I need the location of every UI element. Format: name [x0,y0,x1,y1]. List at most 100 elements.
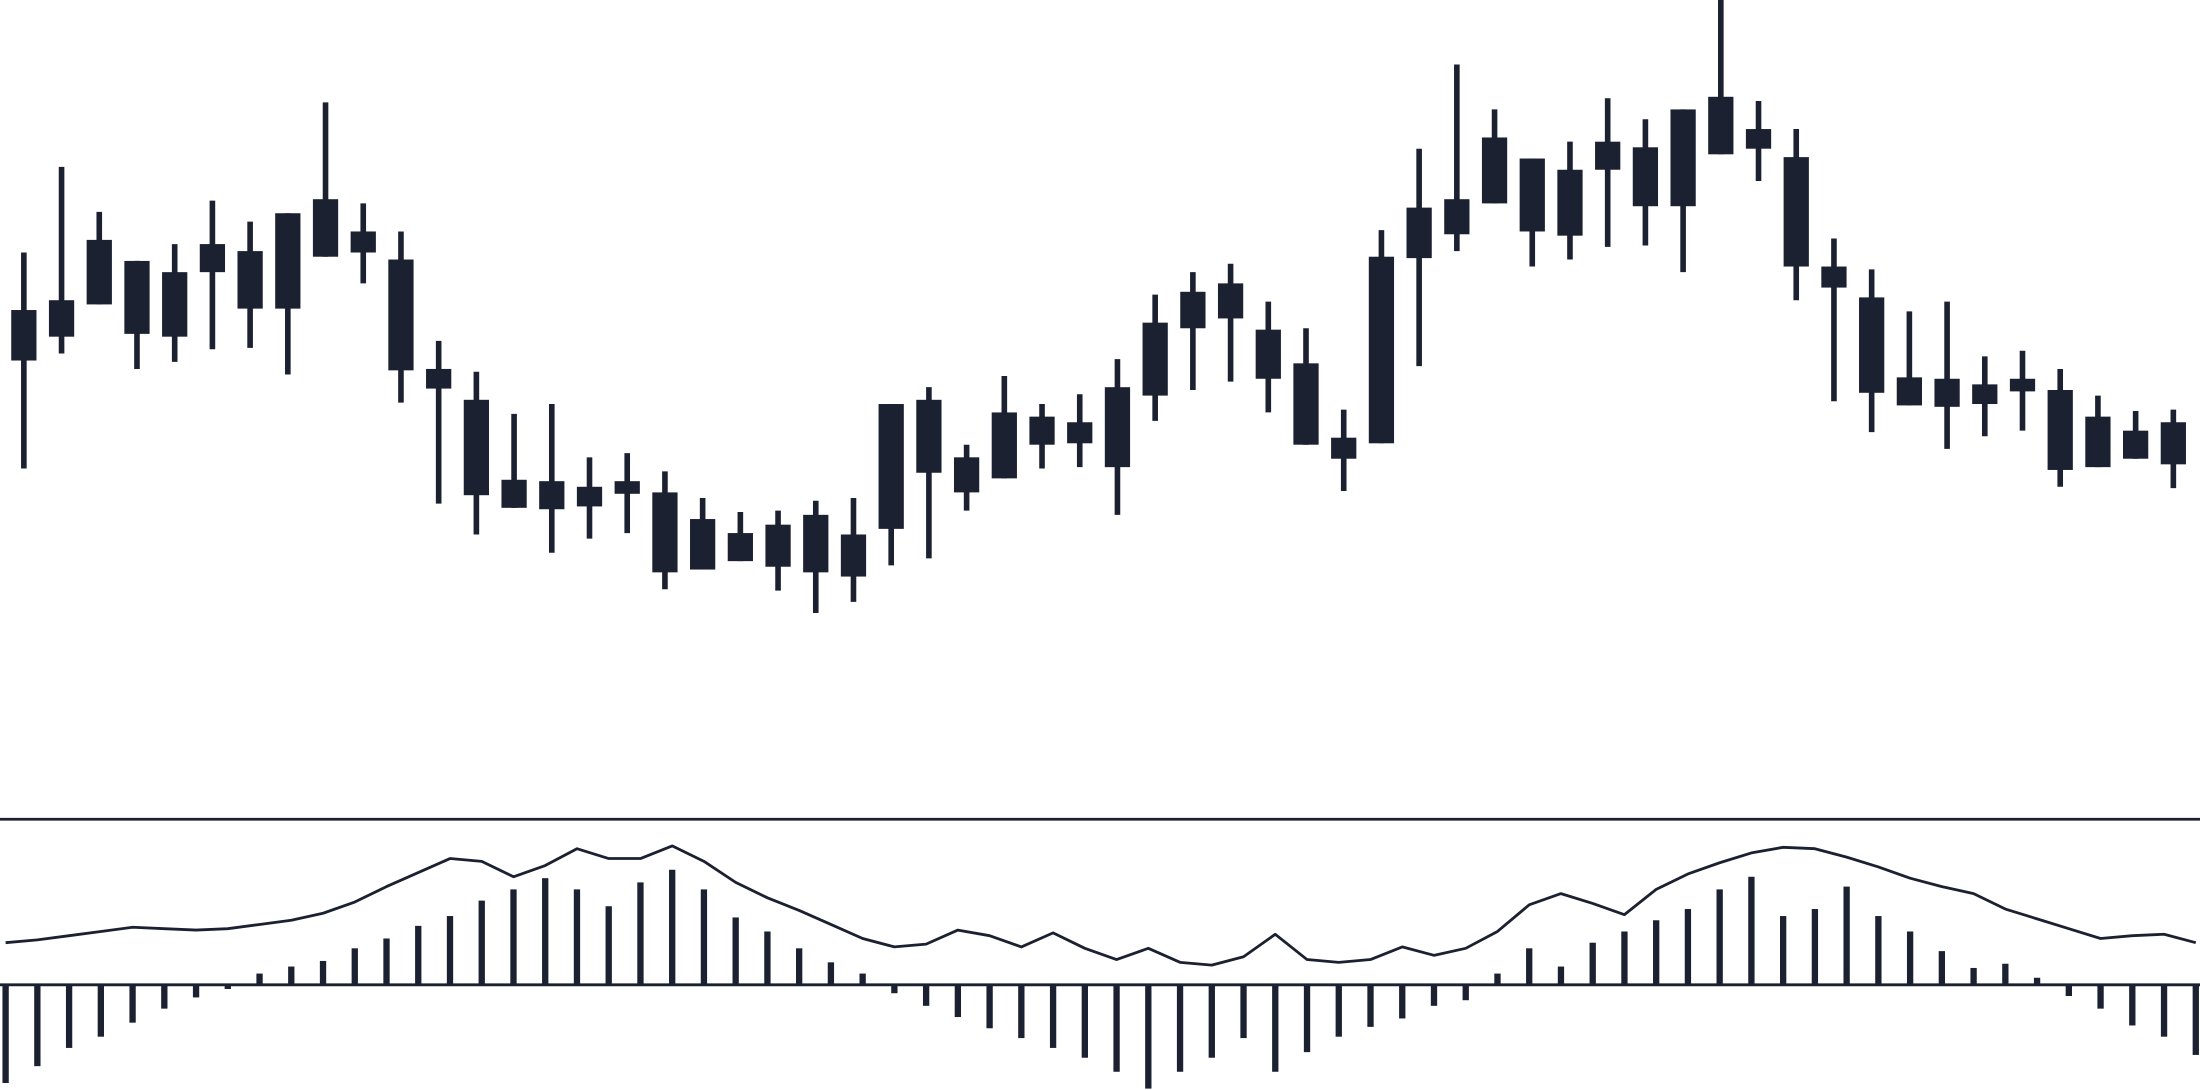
candle-body [1331,437,1357,459]
candle-body [1180,291,1206,329]
histogram-bar [415,925,422,985]
candle-body [1708,96,1734,155]
histogram-bar [34,984,41,1067]
candle-body [501,479,527,508]
histogram-bar [1684,909,1692,985]
candle-body [2123,430,2149,459]
candle-body [2047,389,2073,470]
histogram-bar [1145,984,1152,1089]
candle-body [614,481,640,494]
candle-body [463,399,490,496]
histogram-bar [1589,942,1596,985]
histogram-bar [256,973,263,985]
histogram-bar [1049,984,1057,1048]
candle-body [1481,137,1508,204]
candle-body [48,300,75,337]
histogram-bar [764,931,771,985]
candle-body [539,481,565,510]
histogram-bar [2160,984,2168,1037]
histogram-bar [1716,889,1723,985]
histogram-bar [383,938,390,985]
candle-body [2160,422,2186,465]
candle-body [1519,158,1545,232]
histogram-bar [1843,886,1850,985]
histogram-bar [795,948,803,985]
candle-body [840,534,867,577]
histogram-bar [192,984,200,998]
candle-body [916,399,942,473]
candle-body [1595,141,1621,170]
candle-body [953,457,980,493]
histogram-bar [1494,973,1501,985]
candle-body [86,239,112,305]
histogram-bar [605,906,612,985]
candle-body [162,272,188,337]
histogram-bar [161,984,168,1009]
candle-body [1934,378,1960,407]
histogram-bar [1176,984,1184,1072]
candle-body [350,231,376,253]
histogram-bar [65,984,73,1048]
histogram-bar [1875,916,1882,985]
histogram-bar [1748,876,1755,985]
histogram-bar [1018,984,1025,1039]
histogram-bar [1240,984,1247,1039]
histogram-bar [351,948,358,985]
histogram-bar [2192,984,2199,1055]
candle-body [1067,422,1093,444]
histogram-bar [573,889,581,985]
candle-body [1557,169,1583,236]
histogram-bar [1430,984,1438,1006]
histogram-bar [2129,984,2136,1026]
candle-body [1368,256,1395,444]
candle-body [991,412,1017,479]
candle-body [652,492,678,573]
histogram-bar [2002,963,2009,985]
histogram-bar [1526,948,1533,985]
candle-body [388,259,414,371]
candle-body [199,244,226,273]
histogram-bar [542,878,549,985]
candle-body [426,368,452,389]
histogram-bar [1081,984,1088,1058]
histogram-bar [986,984,993,1029]
histogram-bar [2065,984,2072,997]
histogram-bar [1272,984,1279,1072]
candle-body [1632,147,1659,207]
histogram-bar [1970,967,1977,985]
histogram-bar [1208,984,1215,1058]
histogram-bar [224,984,231,989]
candle-body [2009,378,2036,392]
candle-body [690,519,716,570]
histogram-bar [1653,920,1660,985]
candle-body [1670,109,1696,207]
candle-body [11,310,37,361]
candle-body [727,533,753,562]
histogram-bar [1906,931,1914,985]
candle-body [1142,322,1168,396]
histogram-bar [319,960,327,985]
histogram-bar [954,984,962,1018]
histogram-bar [669,869,676,985]
histogram-bar [732,917,739,985]
candle-body [878,404,904,529]
histogram-bar [922,984,930,1006]
candle-body [1745,129,1772,149]
histogram-bar [1811,909,1819,985]
candle-body [124,260,150,334]
candle-body [1217,283,1244,319]
histogram-bar [1335,984,1342,1037]
histogram-bar [700,889,708,985]
histogram-bar [1557,966,1565,985]
candle-body [1783,157,1809,267]
candle-body [1972,384,1998,405]
histogram-bar [1779,916,1787,985]
candle-body [237,251,263,309]
candle-body [1821,266,1847,288]
candle-body [1444,199,1470,235]
histogram-bar [2033,977,2041,985]
candle-body [576,486,603,507]
histogram-bar [859,973,866,985]
candle-body [1029,416,1055,445]
